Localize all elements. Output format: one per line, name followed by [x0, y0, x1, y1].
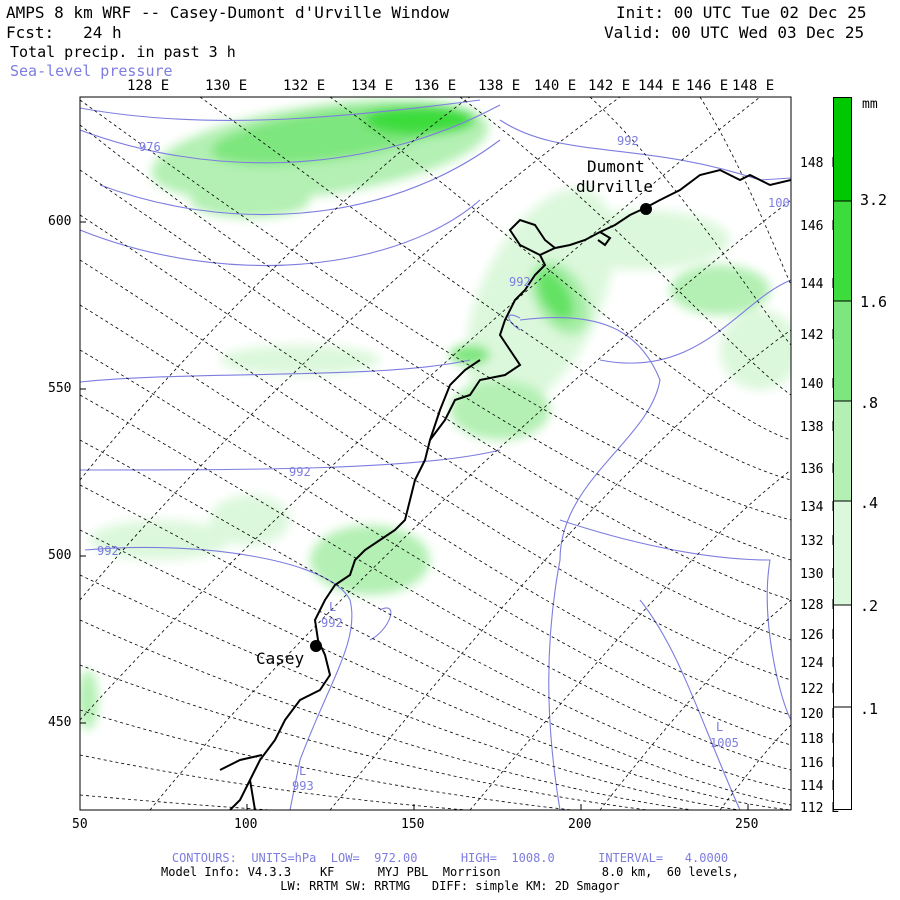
colorbar-swatch-3.2	[833, 97, 852, 201]
top-lon-label: 132 E	[283, 78, 326, 94]
y-tick-label: 600	[48, 214, 72, 229]
colorbar-label: .4	[860, 494, 879, 512]
x-tick-label: 150	[401, 817, 425, 832]
top-lon-label: 134 E	[351, 78, 394, 94]
footer-contours-info: CONTOURS: UNITS=hPa LOW= 972.00 HIGH= 10…	[171, 851, 729, 865]
colorbar-swatch-1.6	[833, 201, 852, 301]
contour-label: 100	[768, 196, 790, 210]
footer-model-info: Model Info: V4.3.3 KF MYJ PBL Morrison 8…	[161, 865, 739, 879]
contour-label: 992	[617, 134, 639, 148]
colorbar-label: .1	[860, 700, 879, 718]
top-lon-label: 146 E	[686, 78, 729, 94]
x-tick-label: 250	[735, 817, 759, 832]
contour-label: 992	[509, 275, 531, 289]
top-lon-label: 130 E	[205, 78, 248, 94]
contour-label: 976	[139, 140, 161, 154]
contour-label: 992	[97, 544, 119, 558]
pressure-contours	[80, 99, 791, 810]
colorbar-label: .8	[860, 394, 879, 412]
top-lon-label: 140 E	[534, 78, 577, 94]
init-time: Init: 00 UTC Tue 02 Dec 25	[616, 3, 867, 22]
x-tick-label: 100	[234, 817, 258, 832]
top-lon-label: 144 E	[638, 78, 681, 94]
x-tick-label: 50	[72, 817, 88, 832]
forecast-hour: Fcst: 24 h	[6, 23, 122, 42]
field-label-precip: Total precip. in past 3 h	[10, 43, 236, 61]
y-tick-label: 450	[48, 715, 72, 730]
axis-ticks	[79, 221, 749, 810]
top-lon-label: 148 E	[732, 78, 775, 94]
station-label-dumont-line2: dUrville	[576, 177, 654, 196]
top-lon-label: 136 E	[414, 78, 457, 94]
colorbar-unit: mm	[862, 97, 878, 112]
contour-label: 992	[321, 616, 343, 630]
colorbar	[833, 97, 852, 810]
contour-label: 993	[292, 779, 314, 793]
contour-low-marker: L	[716, 720, 724, 734]
contour-low-marker: L	[299, 764, 307, 778]
y-tick-label: 550	[48, 381, 72, 396]
station-dot-dumont	[640, 203, 652, 215]
station-label-dumont: Dumont	[587, 157, 645, 176]
contour-low-marker: L	[329, 600, 337, 614]
station-label-casey: Casey	[256, 649, 305, 668]
colorbar-swatch-0.2	[833, 501, 852, 605]
map-title: AMPS 8 km WRF -- Casey-Dumont d'Urville …	[6, 3, 450, 22]
x-tick-label: 200	[568, 817, 592, 832]
colorbar-swatch-0.4	[833, 401, 852, 501]
valid-time: Valid: 00 UTC Wed 03 Dec 25	[604, 23, 865, 42]
colorbar-label: 1.6	[860, 293, 888, 311]
map-frame	[79, 96, 792, 811]
colorbar-label: .2	[860, 597, 879, 615]
y-tick-label: 500	[48, 548, 72, 563]
colorbar-swatch-0.8	[833, 301, 852, 401]
colorbar-label: 3.2	[860, 191, 888, 209]
contour-label: 1005	[710, 736, 739, 750]
precip-shading	[80, 99, 791, 730]
field-label-slp: Sea-level pressure	[10, 62, 173, 80]
contour-label: 992	[289, 465, 311, 479]
top-lon-label: 142 E	[588, 78, 631, 94]
footer-physics-info: LW: RRTM SW: RRTMG DIFF: simple KM: 2D S…	[280, 879, 620, 893]
coastline	[219, 168, 791, 810]
latlon-grid	[80, 97, 791, 810]
station-dot-casey	[310, 640, 322, 652]
top-lon-label: 128 E	[127, 78, 170, 94]
top-lon-label: 138 E	[478, 78, 521, 94]
